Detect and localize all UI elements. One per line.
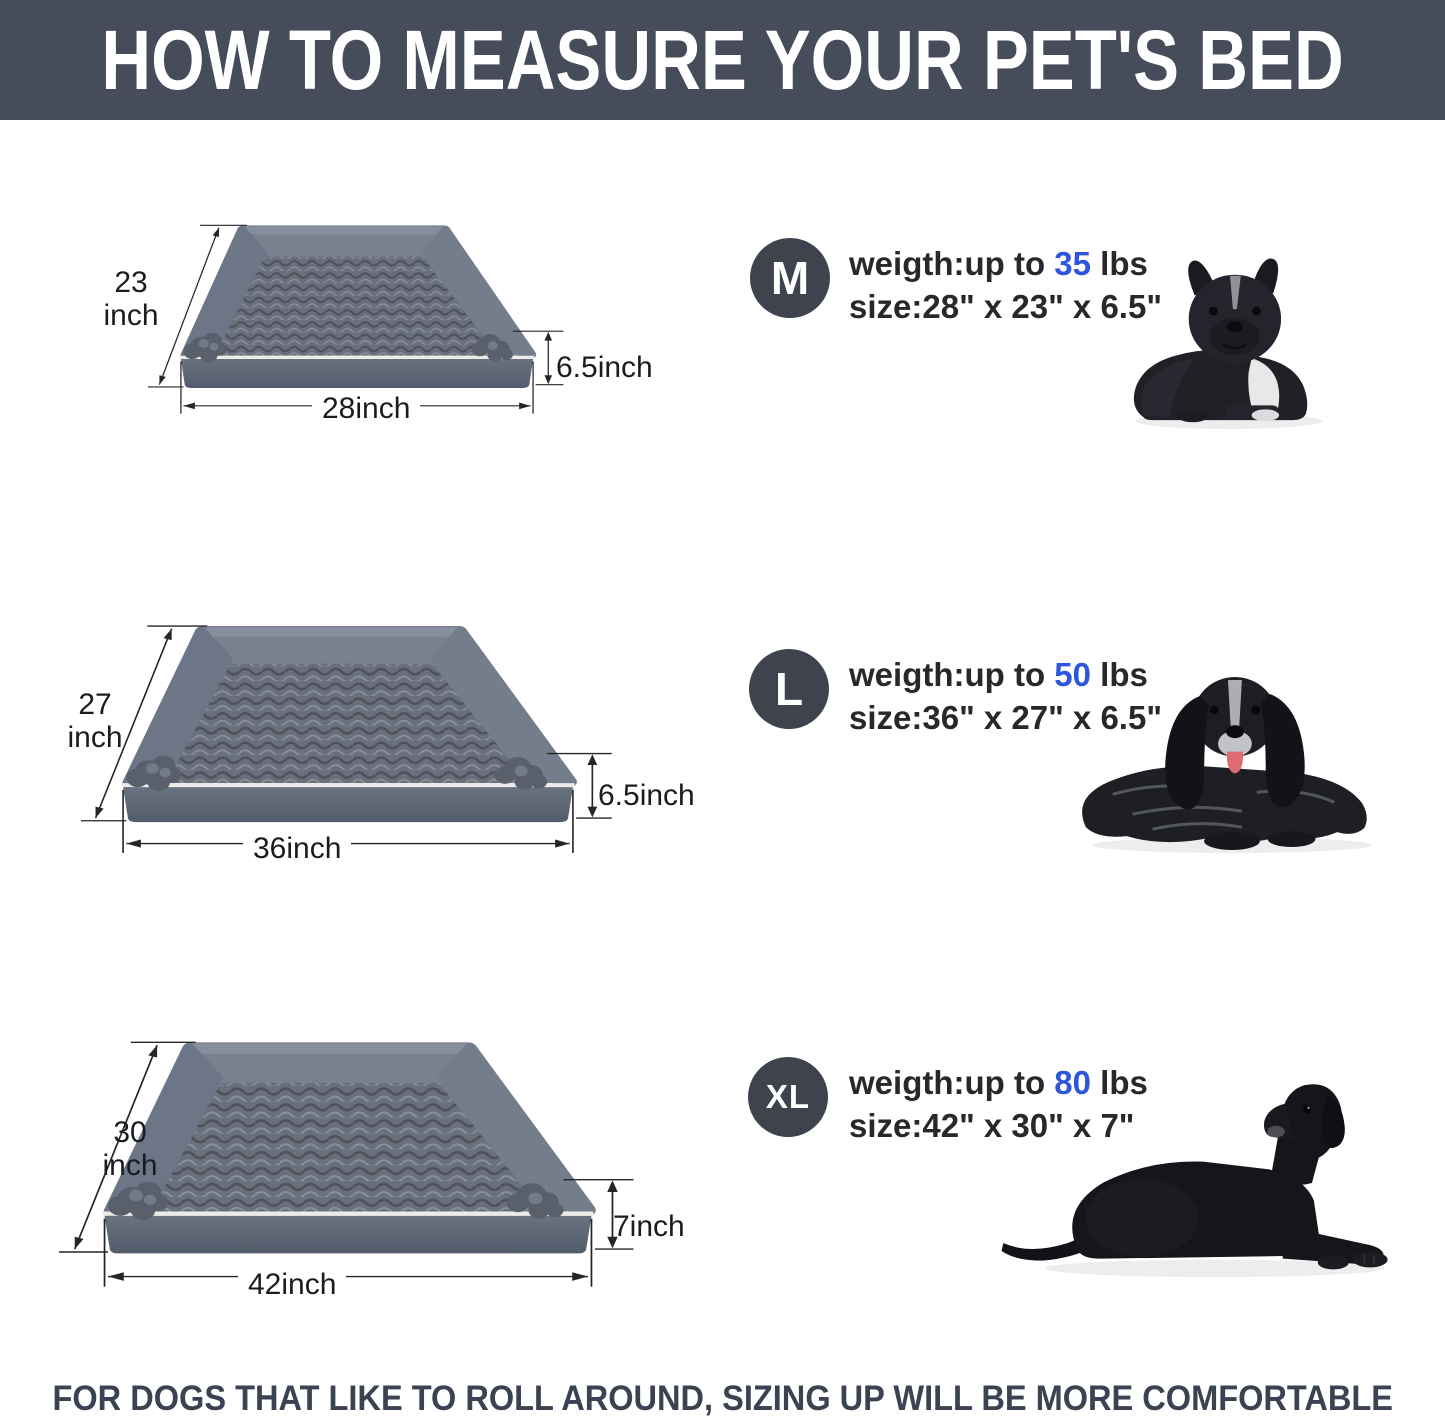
size-text: size:36" x 27" x 6.5"	[849, 699, 1162, 736]
dog-photo-cocker-spaniel	[1082, 677, 1372, 854]
dog-photo-french-bulldog	[1133, 258, 1323, 430]
depth-value: 27	[78, 688, 112, 721]
weight-suffix: lbs	[1091, 245, 1148, 282]
weight-text: weigth:up to 80 lbs	[849, 1064, 1148, 1102]
size-text: size:28" x 23" x 6.5"	[849, 288, 1162, 325]
weight-prefix: weigth:up to	[849, 245, 1055, 282]
page-title: HOW TO MEASURE YOUR PET'S BED	[101, 12, 1344, 107]
size-text: size:42" x 30" x 7"	[849, 1107, 1135, 1144]
dog-photo-black-labrador	[1001, 1084, 1388, 1278]
weight-value: 35	[1054, 245, 1092, 282]
width-measurement-label: 36inch	[243, 832, 352, 865]
depth-measurement-label: 27 inch	[45, 688, 145, 754]
weight-text: weigth:up to 35 lbs	[849, 245, 1148, 283]
height-measurement-label: 6.5inch	[556, 351, 653, 384]
weight-value: 50	[1054, 656, 1092, 693]
weight-prefix: weigth:up to	[849, 656, 1055, 693]
size-badge-xl: XL	[748, 1057, 828, 1137]
weight-prefix: weigth:up to	[849, 1064, 1055, 1101]
height-measurement-label: 6.5inch	[598, 779, 695, 812]
depth-measurement-label: 23 inch	[81, 266, 181, 332]
weight-value: 80	[1054, 1064, 1092, 1101]
width-measurement-label: 42inch	[238, 1268, 347, 1301]
weight-text: weigth:up to 50 lbs	[849, 656, 1148, 694]
footer-note: FOR DOGS THAT LIKE TO ROLL AROUND, SIZIN…	[0, 1379, 1445, 1419]
depth-value: 23	[114, 266, 148, 299]
depth-measurement-label: 30 inch	[80, 1116, 180, 1182]
depth-unit: inch	[67, 721, 123, 754]
footer-text: FOR DOGS THAT LIKE TO ROLL AROUND, SIZIN…	[52, 1379, 1393, 1418]
size-badge-l: L	[749, 649, 829, 729]
width-measurement-label: 28inch	[312, 392, 421, 425]
bed-diagram-m	[148, 222, 566, 417]
depth-unit: inch	[102, 1149, 158, 1182]
weight-suffix: lbs	[1091, 1064, 1148, 1101]
size-badge-m: M	[750, 238, 830, 318]
height-measurement-label: 7inch	[613, 1210, 685, 1243]
depth-value: 30	[113, 1116, 147, 1149]
bed-diagram-l	[81, 622, 615, 857]
depth-unit: inch	[103, 299, 159, 332]
header-banner: HOW TO MEASURE YOUR PET'S BED	[0, 0, 1445, 120]
weight-suffix: lbs	[1091, 656, 1148, 693]
